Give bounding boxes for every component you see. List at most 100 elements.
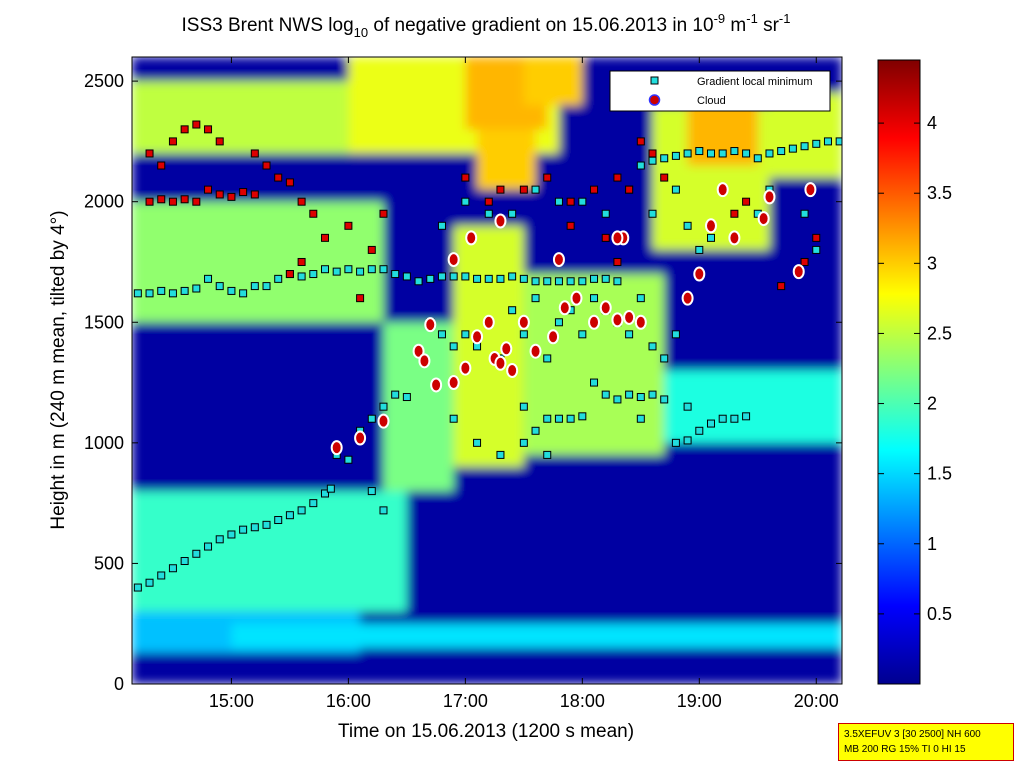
gradient-min-point (578, 412, 587, 421)
gradient-min-point (461, 330, 470, 339)
gradient-min-point (508, 209, 517, 218)
gradient-min-point (320, 489, 329, 498)
y-tick-label: 500 (94, 553, 124, 573)
gradient-min-point (823, 137, 832, 146)
cloud-point (611, 312, 624, 328)
gradient-min-point (274, 274, 283, 283)
gradient-min-point (204, 542, 213, 551)
colorbar-tick-label: 1.5 (927, 464, 952, 484)
gradient-min-point (285, 511, 294, 520)
y-axis: 0 500 1000 1500 2000 2500 (84, 71, 842, 694)
heatmap-band (523, 57, 583, 106)
cloud-point (506, 363, 519, 378)
cloud-point (424, 317, 437, 333)
gradient-min-point (636, 161, 645, 170)
red-square-point (309, 209, 318, 218)
red-square-point (812, 233, 821, 242)
cloud-point (558, 300, 571, 316)
y-tick-label: 2500 (84, 71, 124, 91)
gradient-min-point (625, 390, 634, 399)
red-square-point (215, 137, 224, 146)
gradient-min-point (519, 402, 528, 411)
y-tick-label: 1500 (84, 312, 124, 332)
red-square-point (484, 197, 493, 206)
gradient-min-point (800, 142, 809, 151)
cloud-point (547, 329, 560, 345)
red-square-point (613, 173, 622, 182)
plot-area (132, 57, 842, 684)
colorbar-tick-label: 2.5 (927, 323, 952, 343)
gradient-min-point (192, 284, 201, 293)
gradient-min-point (765, 149, 774, 158)
cloud-point (634, 314, 647, 330)
gradient-min-point (239, 289, 248, 298)
gradient-min-point (227, 286, 236, 295)
x-axis-label: Time on 15.06.2013 (1200 s mean) (338, 721, 634, 742)
gradient-min-point (613, 277, 622, 286)
cloud-point (447, 252, 460, 268)
cloud-point (716, 182, 729, 198)
red-square-point (379, 209, 388, 218)
gradient-min-point (730, 147, 739, 156)
gradient-min-point (648, 342, 657, 351)
red-square-point (636, 137, 645, 146)
heatmap-band (231, 623, 842, 648)
gradient-min-point (590, 294, 599, 303)
gradient-min-point (812, 245, 821, 254)
gradient-min-point (543, 450, 552, 459)
gradient-min-point (274, 516, 283, 525)
red-square-point (320, 233, 329, 242)
red-square-point (145, 197, 154, 206)
colorbar-tick-label: 0.5 (927, 604, 952, 624)
colorbar-ticks: 0.5 1 1.5 2 2.5 3 3.5 4 (878, 113, 952, 624)
cloud-point (494, 213, 507, 229)
x-tick-label: 16:00 (326, 691, 371, 711)
gradient-min-point (157, 286, 166, 295)
colorbar: 0.5 1 1.5 2 2.5 3 3.5 4 (877, 59, 952, 685)
red-square-point (297, 257, 306, 266)
gradient-min-point (437, 221, 446, 230)
gradient-min-point (648, 390, 657, 399)
red-square-point (601, 233, 610, 242)
red-square-point (566, 197, 575, 206)
plot-frame (131, 56, 843, 685)
legend: Gradient local minimum Cloud (609, 70, 831, 112)
y-tick-label: 2000 (84, 192, 124, 212)
cloud-point (418, 353, 431, 369)
gradient-min-point (473, 438, 482, 447)
gradient-min-point (414, 277, 423, 286)
gradient-min-point (706, 233, 715, 242)
gradient-min-point (437, 330, 446, 339)
cloud-point (804, 182, 817, 198)
gradient-min-point (309, 270, 318, 279)
gradient-min-point (309, 499, 318, 508)
gradient-min-point (262, 282, 271, 291)
red-square-point (367, 245, 376, 254)
cloud-point (704, 218, 717, 234)
gradient-min-point (554, 197, 563, 206)
heatmap-band (132, 81, 349, 154)
gradient-min-point (473, 274, 482, 283)
gradient-min-point (508, 306, 517, 315)
gradient-min-point (636, 294, 645, 303)
gradient-min-point (706, 149, 715, 158)
y-tick-label: 0 (114, 674, 124, 694)
gradient-min-point (461, 197, 470, 206)
gradient-min-point (718, 414, 727, 423)
colorbar-tick-label: 3.5 (927, 183, 952, 203)
gradient-min-point (133, 583, 142, 592)
settings-line-2: MB 200 RG 15% TI 0 HI 15 (844, 744, 966, 755)
gradient-min-point (461, 272, 470, 281)
gradient-min-point (788, 144, 797, 153)
colorbar-tick-label: 3 (927, 253, 937, 273)
gradient-min-point (239, 525, 248, 534)
gradient-min-point (484, 209, 493, 218)
x-tick-label: 18:00 (560, 691, 605, 711)
red-square-point (250, 149, 259, 158)
gradient-min-point (671, 330, 680, 339)
gradient-min-point (204, 274, 213, 283)
cloud-point (763, 189, 776, 205)
gradient-min-point (648, 209, 657, 218)
cloud-point (728, 230, 741, 246)
gradient-min-point (683, 149, 692, 158)
